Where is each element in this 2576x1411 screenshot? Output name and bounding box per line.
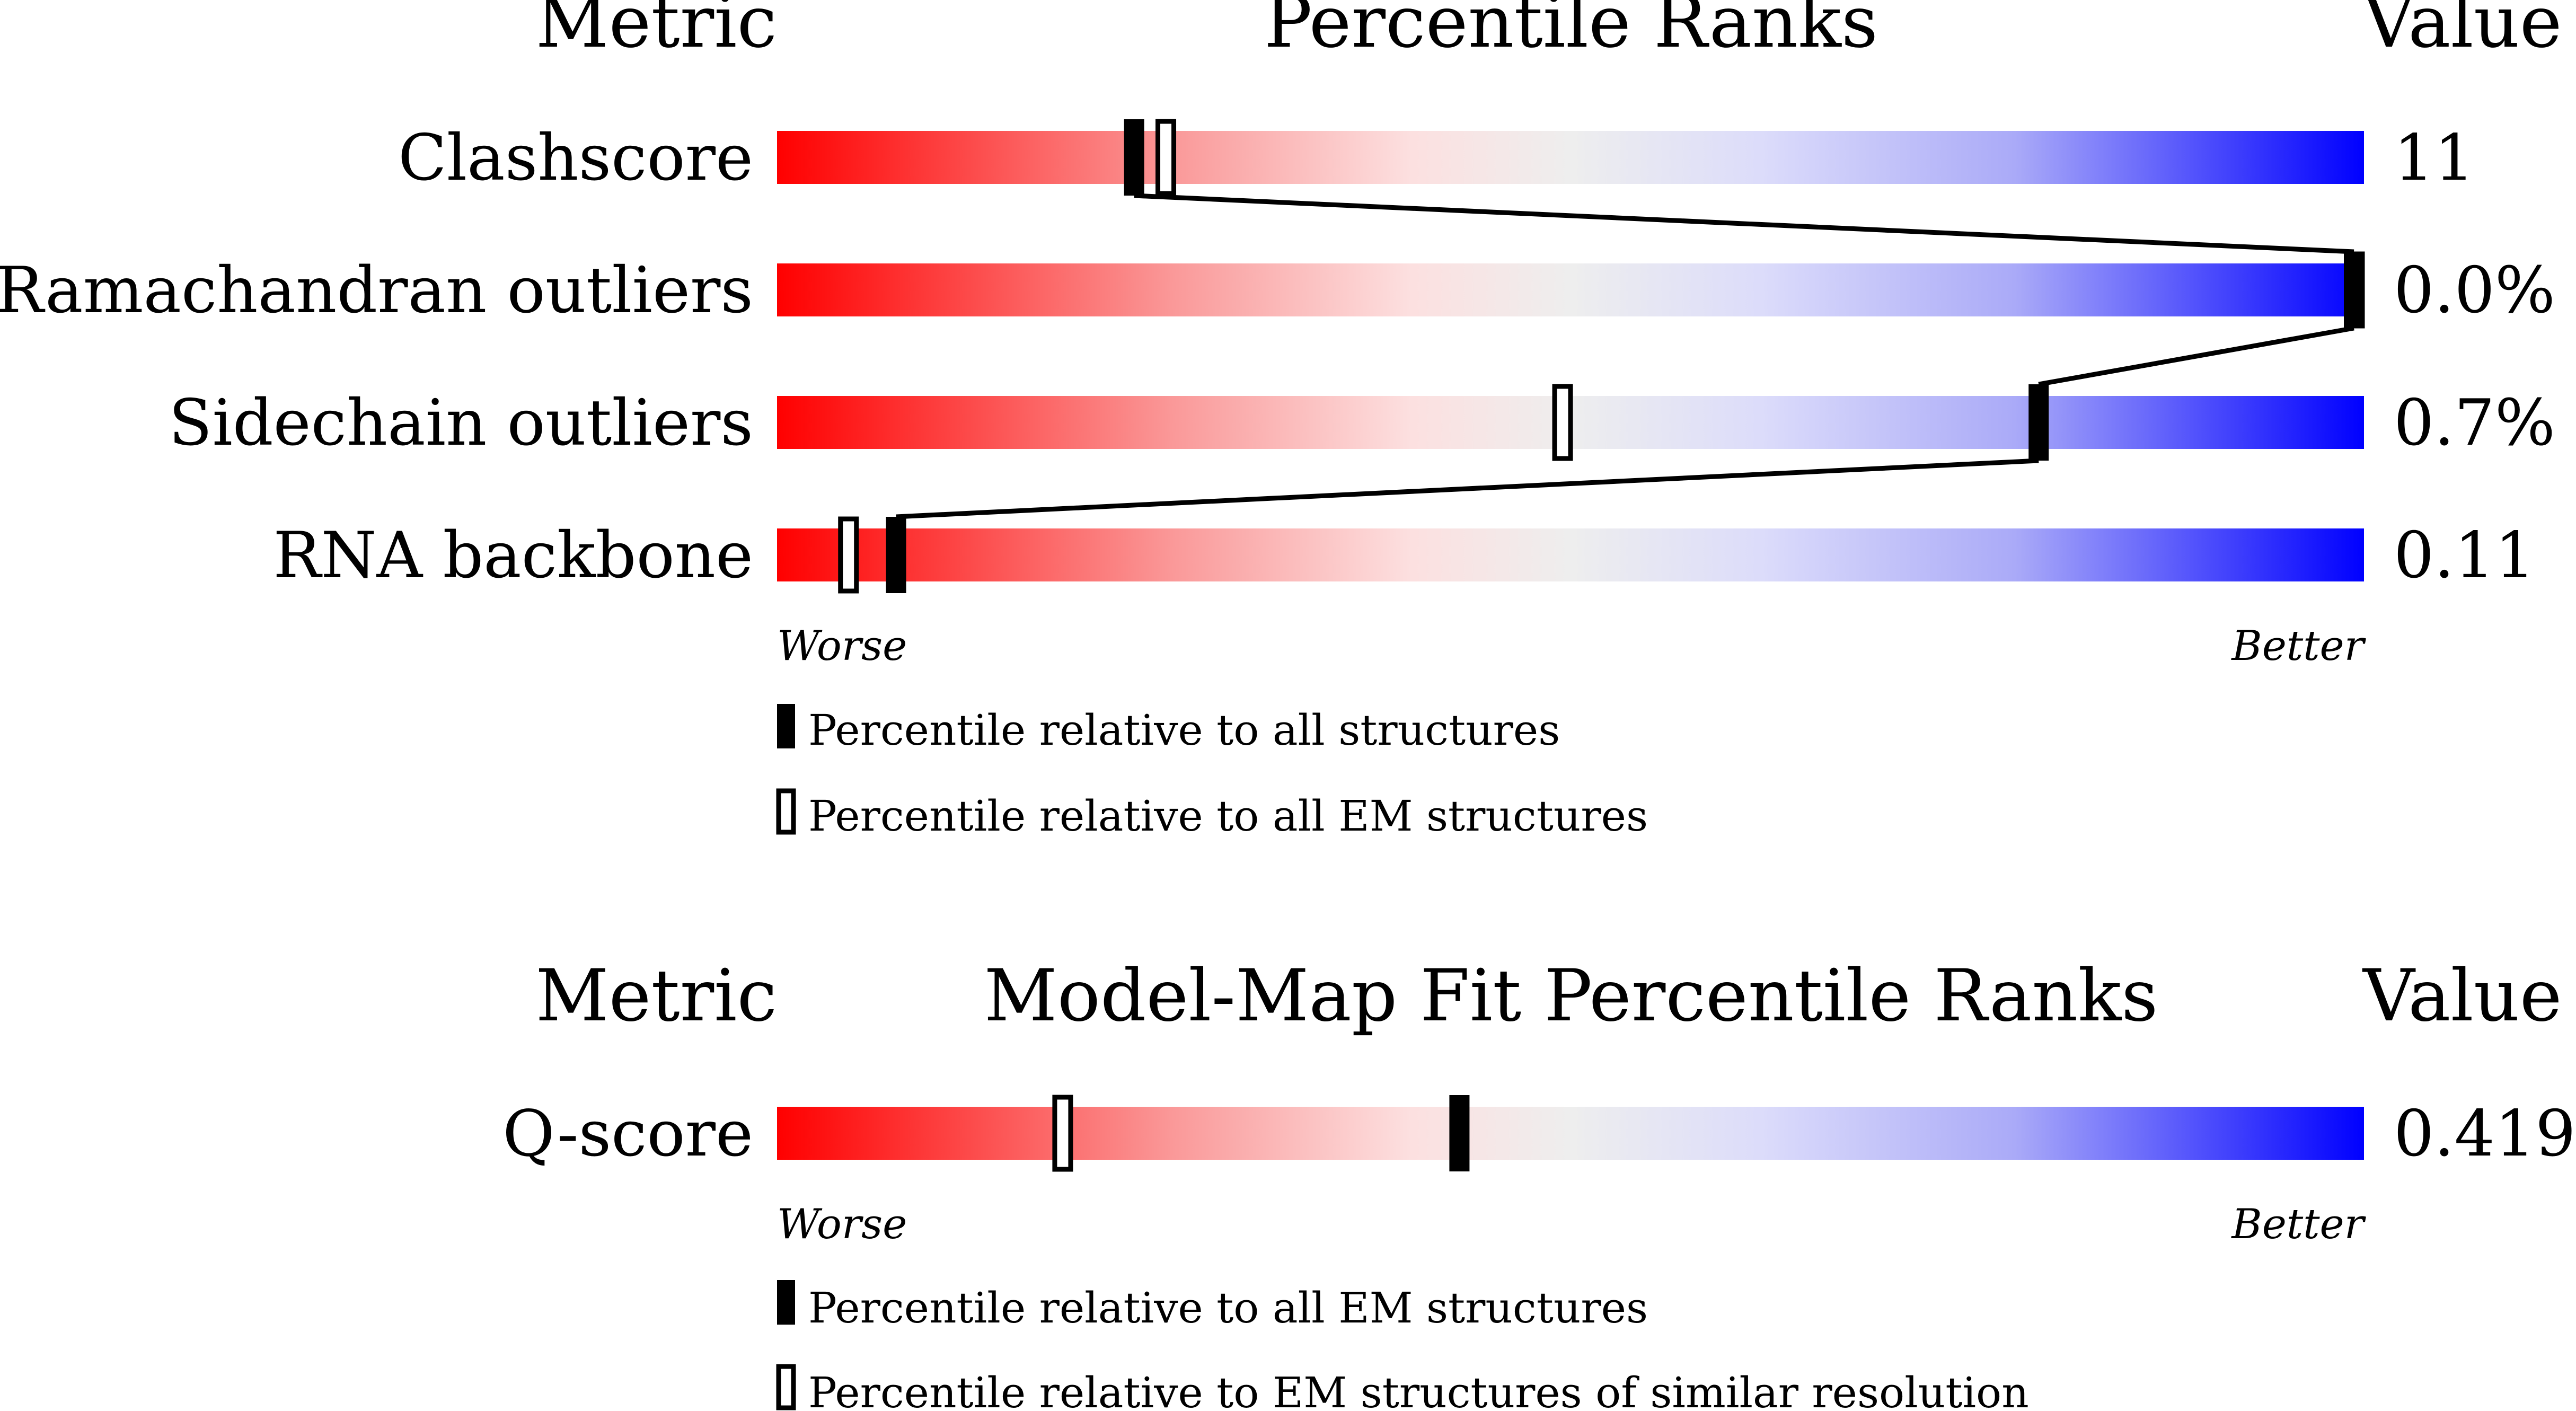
- panel-validation: Metric Percentile Ranks Value Clashscore…: [0, 0, 2562, 841]
- worse-label: Worse: [777, 622, 907, 670]
- metric-value: 0.0%: [2394, 254, 2555, 328]
- metric-row: Clashscore 11: [398, 119, 2475, 196]
- legend: Percentile relative to all structures Pe…: [776, 704, 1648, 841]
- legend-filled-marker: [777, 704, 795, 748]
- metric-label: Clashscore: [398, 121, 753, 195]
- metric-header: Metric: [535, 0, 777, 64]
- metric-row: Sidechain outliers 0.7%: [169, 384, 2555, 461]
- filled-marker: [886, 517, 906, 593]
- metric-rows: Clashscore 11 Ramachandran outliers 0.0% Sid…: [0, 119, 2555, 594]
- open-marker: [1552, 384, 1573, 461]
- value-header: Value: [2362, 0, 2562, 64]
- metric-row: Ramachandran outliers 0.0%: [0, 251, 2555, 329]
- metric-row: RNA backbone 0.11: [273, 516, 2535, 594]
- percentile-bar: [777, 263, 2364, 316]
- legend-open-marker: [776, 788, 796, 835]
- metric-label: RNA backbone: [273, 519, 753, 593]
- open-marker: [838, 516, 859, 594]
- legend-filled-label: Percentile relative to all structures: [808, 706, 1560, 755]
- percentile-bar: [777, 131, 2364, 184]
- legend-open-label: Percentile relative to all EM structures: [808, 791, 1648, 841]
- metric-header: Metric: [535, 954, 777, 1037]
- better-label: Better: [2230, 1201, 2366, 1248]
- value-header: Value: [2362, 954, 2562, 1037]
- chart-title: Percentile Ranks: [1264, 0, 1878, 64]
- metric-value: 0.419: [2394, 1097, 2576, 1171]
- metric-label: Q-score: [502, 1097, 753, 1171]
- legend-filled-label: Percentile relative to all EM structures: [808, 1283, 1648, 1333]
- legend-open-marker: [776, 1364, 796, 1410]
- connector-lines: [896, 193, 2354, 519]
- percentile-bar: [777, 528, 2364, 581]
- metric-row: Q-score 0.419: [502, 1095, 2576, 1172]
- chart-title: Model-Map Fit Percentile Ranks: [984, 954, 2158, 1037]
- legend-open-label: Percentile relative to EM structures of …: [808, 1368, 2029, 1411]
- filled-marker: [1124, 119, 1144, 196]
- connector-line: [1134, 193, 2354, 254]
- metric-rows: Q-score 0.419: [502, 1095, 2576, 1172]
- metric-label: Ramachandran outliers: [0, 254, 753, 328]
- metric-value: 0.11: [2394, 519, 2535, 593]
- open-marker: [1052, 1095, 1073, 1172]
- connector-line: [896, 458, 2039, 519]
- filled-marker: [2028, 384, 2049, 461]
- panel-model-map-fit: Metric Model-Map Fit Percentile Ranks Va…: [502, 954, 2575, 1411]
- metric-value: 11: [2394, 121, 2475, 195]
- better-label: Better: [2230, 622, 2366, 670]
- metric-value: 0.7%: [2394, 386, 2555, 460]
- filled-marker: [1449, 1095, 1470, 1171]
- open-marker: [1155, 119, 1177, 196]
- percentile-bar: [777, 1107, 2364, 1160]
- filled-marker: [2344, 252, 2364, 328]
- legend: Percentile relative to all EM structures…: [776, 1280, 2029, 1411]
- legend-filled-marker: [777, 1280, 795, 1325]
- connector-line: [2038, 325, 2354, 387]
- worse-label: Worse: [777, 1201, 907, 1248]
- metric-label: Sidechain outliers: [169, 386, 753, 460]
